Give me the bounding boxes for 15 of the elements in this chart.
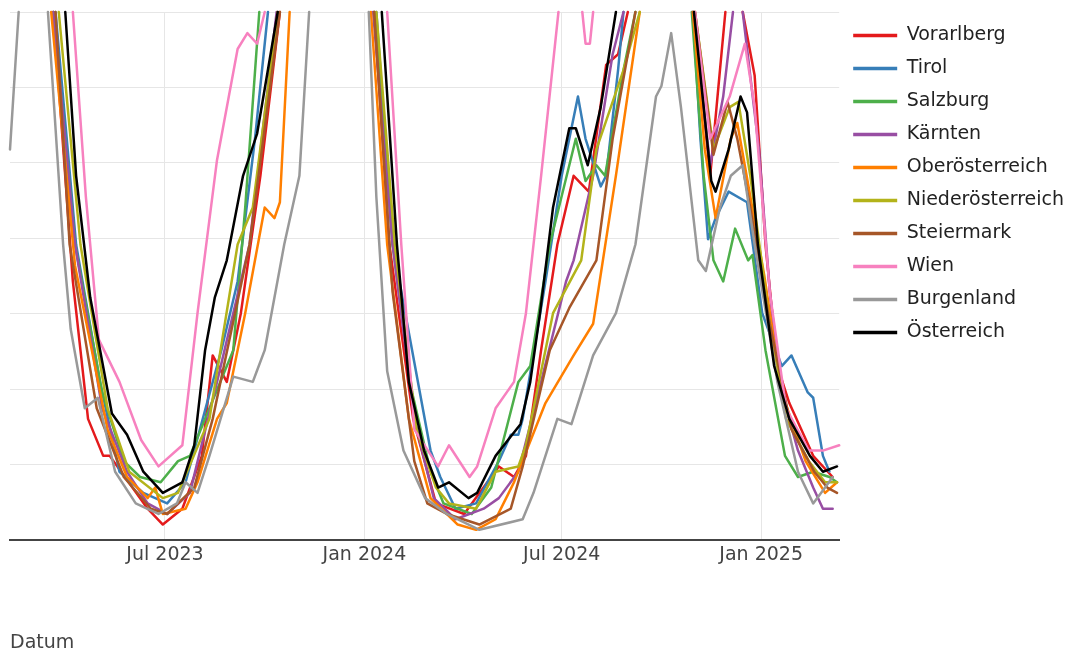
legend-label: Österreich bbox=[906, 319, 1006, 342]
legend-label: Wien bbox=[906, 253, 955, 276]
x-tick-label: Jan 2025 bbox=[718, 541, 803, 564]
x-axis-title: Datum bbox=[10, 629, 75, 652]
legend-label: Salzburg bbox=[906, 88, 990, 111]
legend-label: Tirol bbox=[905, 55, 948, 78]
legend-label: Burgenland bbox=[906, 286, 1017, 309]
x-tick-label: Jul 2023 bbox=[125, 541, 204, 564]
legend-label: Kärnten bbox=[906, 121, 982, 144]
legend-label: Steiermark bbox=[906, 220, 1012, 243]
legend-label: Niederösterreich bbox=[906, 187, 1065, 210]
legend-label: Vorarlberg bbox=[906, 22, 1006, 45]
x-tick-label: Jan 2024 bbox=[321, 541, 407, 564]
x-tick-label: Jul 2024 bbox=[522, 541, 601, 564]
legend-label: Oberösterreich bbox=[906, 154, 1048, 177]
